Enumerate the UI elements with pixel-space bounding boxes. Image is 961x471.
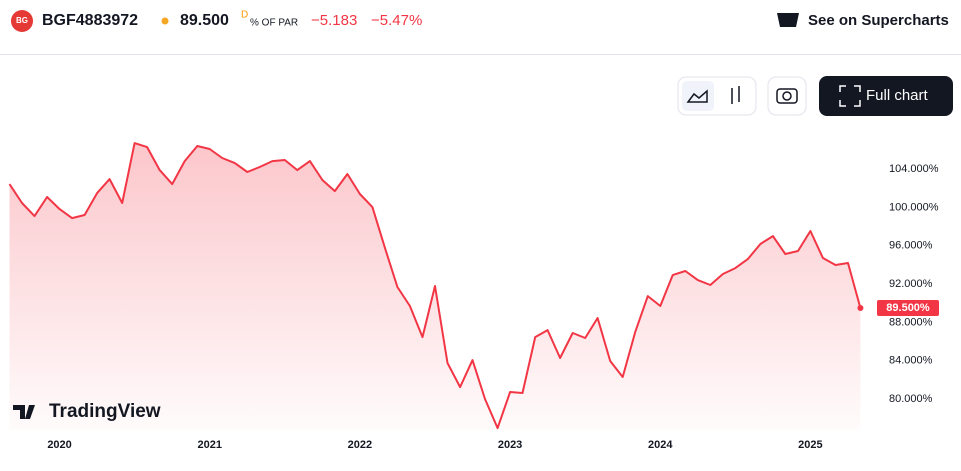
candle-icon[interactable] [731, 86, 740, 104]
supercharts-icon [777, 13, 799, 27]
x-tick-label: 2020 [47, 439, 71, 451]
fullscreen-icon [839, 85, 861, 107]
full-chart-button[interactable] [819, 76, 953, 116]
price-flag: D [241, 10, 248, 21]
y-tick-label: 88.000% [889, 316, 933, 328]
symbol-logo [11, 10, 33, 32]
camera-icon [776, 88, 798, 104]
supercharts-link[interactable]: See on Supercharts [808, 12, 949, 29]
area-icon [686, 89, 708, 103]
snapshot-button[interactable] [767, 76, 807, 116]
full-chart-label[interactable]: Full chart [866, 87, 929, 104]
price: 89.500 [180, 12, 229, 29]
last-price-label: 89.500% [886, 302, 930, 314]
logo-text: BG [16, 16, 28, 25]
brand-logo [13, 405, 35, 419]
y-tick-label: 104.000% [889, 163, 939, 175]
area-style-button[interactable] [682, 81, 714, 111]
x-tick-label: 2024 [648, 439, 673, 451]
y-tick-label: 84.000% [889, 355, 933, 367]
unit: % OF PAR [250, 18, 298, 29]
last-price-badge [877, 300, 939, 317]
symbol[interactable]: BGF4883972 [42, 12, 138, 29]
y-tick-label: 80.000% [889, 393, 933, 405]
change: −5.183 [311, 12, 357, 29]
y-tick-label: 100.000% [889, 201, 939, 213]
y-tick-label: 96.000% [889, 240, 933, 252]
brand: TradingView [49, 401, 161, 422]
session-icon [161, 17, 169, 25]
x-tick-label: 2022 [348, 439, 372, 451]
x-tick-label: 2021 [197, 439, 221, 451]
y-tick-label: 92.000% [889, 278, 933, 290]
last-point [857, 305, 864, 312]
camera-lens [782, 91, 792, 101]
x-tick-label: 2023 [498, 439, 522, 451]
change-pct: −5.47% [371, 12, 422, 29]
price-line [8, 142, 862, 430]
x-tick-label: 2025 [798, 439, 822, 451]
